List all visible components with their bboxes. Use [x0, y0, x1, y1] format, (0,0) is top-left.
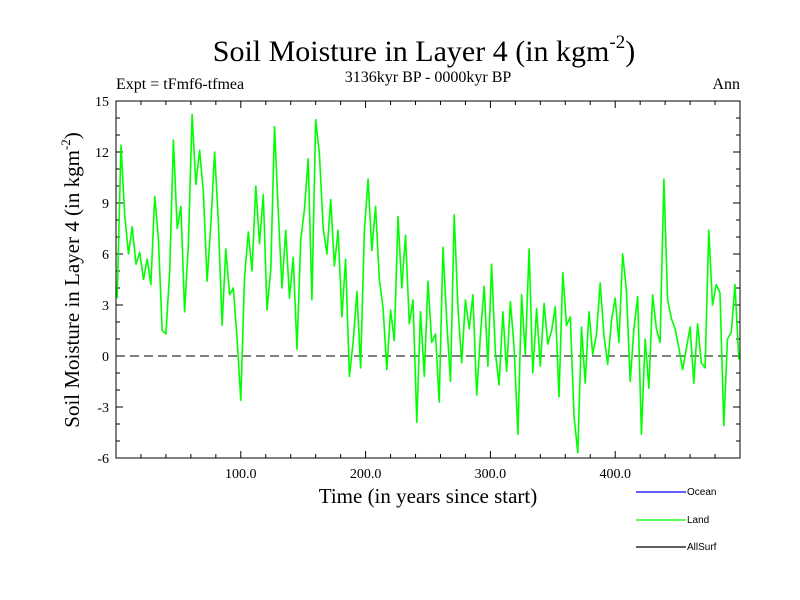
legend: Ocean Land AllSurf	[636, 487, 717, 553]
legend-ocean-label: Ocean	[687, 487, 716, 498]
series-line-land	[116, 113, 740, 454]
x-tick-label: 300.0	[475, 467, 507, 482]
chart-title: Soil Moisture in Layer 4 (in kgm-2)	[213, 32, 635, 68]
y-axis-label-exponent: -2	[58, 139, 73, 150]
legend-allsurf-label: AllSurf	[687, 542, 717, 553]
y-tick-label: 9	[102, 197, 109, 212]
subtitle-season: Ann	[712, 76, 740, 93]
x-tick-label: 100.0	[225, 467, 257, 482]
x-axis-ticks: 100.0 200.0 300.0 400.0	[140, 101, 716, 482]
y-tick-label: -6	[97, 452, 109, 467]
x-tick-label: 400.0	[599, 467, 631, 482]
y-tick-label: 0	[102, 350, 109, 365]
legend-land-label: Land	[687, 515, 709, 526]
y-axis-label: Soil Moisture in Layer 4 (in kgm-2)	[58, 132, 84, 427]
y-tick-label: 3	[102, 299, 109, 314]
x-axis-label: Time (in years since start)	[319, 484, 538, 508]
y-tick-label: 12	[95, 146, 109, 161]
y-tick-label: 6	[102, 248, 109, 263]
series-group	[116, 113, 740, 454]
x-tick-label: 200.0	[350, 467, 382, 482]
plot-frame	[115, 100, 741, 459]
chart-title-exponent: -2	[609, 32, 625, 53]
subtitle-experiment: Expt = tFmf6-tfmea	[116, 76, 244, 93]
y-axis-ticks: -6 -3 0 3 6 9 12 15	[95, 95, 740, 467]
subtitle-period: 3136kyr BP - 0000kyr BP	[345, 69, 512, 86]
y-tick-label: -3	[97, 401, 109, 416]
y-tick-label: 15	[95, 95, 109, 110]
